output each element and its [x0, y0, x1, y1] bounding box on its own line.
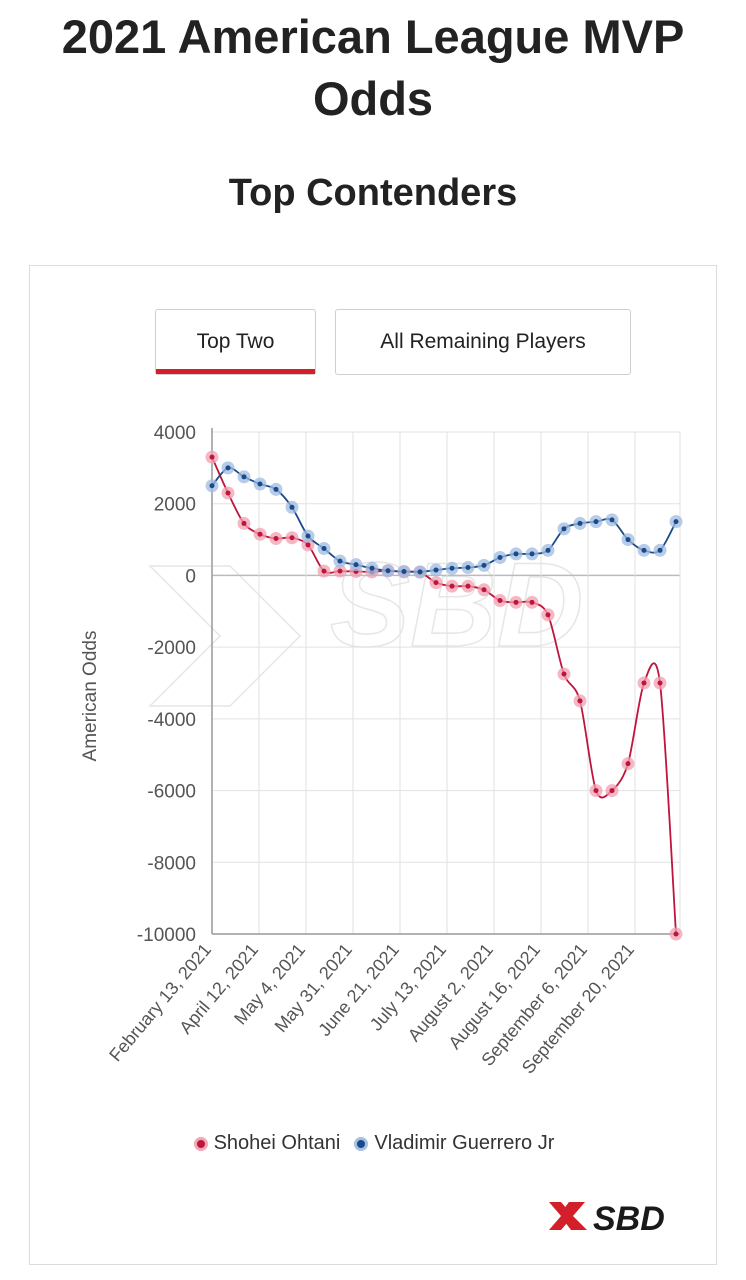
data-point-core-guerrero — [289, 504, 295, 510]
data-point-core-guerrero — [641, 547, 647, 553]
data-point-core-guerrero — [369, 565, 375, 571]
data-point-core-ohtani — [465, 583, 471, 589]
data-point-core-ohtani — [529, 599, 535, 605]
y-tick-label: 2000 — [154, 495, 196, 516]
data-point-core-guerrero — [305, 533, 311, 539]
legend-label-guerrero: Vladimir Guerrero Jr — [374, 1132, 555, 1154]
data-point-core-guerrero — [401, 568, 407, 574]
data-point-core-ohtani — [561, 671, 567, 677]
line-chart: SBD 400020000-2000-4000-6000-8000-10000 … — [80, 423, 683, 1078]
data-point-core-ohtani — [321, 568, 327, 574]
legend-label-ohtani: Shohei Ohtani — [213, 1132, 341, 1154]
data-point-core-ohtani — [305, 542, 311, 548]
data-point-core-guerrero — [353, 562, 359, 568]
chart-legend: Shohei Ohtani Vladimir Guerrero Jr — [30, 1132, 718, 1155]
data-point-core-guerrero — [497, 555, 503, 560]
series-guerrero — [205, 461, 683, 579]
data-point-core-guerrero — [465, 565, 471, 571]
sbd-logo: SBD — [549, 1200, 665, 1238]
watermark-text: SBD — [330, 538, 583, 672]
data-point-core-guerrero — [481, 562, 487, 568]
data-point-core-guerrero — [657, 547, 663, 553]
data-point-core-guerrero — [417, 569, 423, 575]
data-point-core-ohtani — [273, 535, 279, 541]
sbd-logo-text: SBD — [593, 1200, 665, 1238]
page-title: 2021 American League MVP Odds — [61, 10, 685, 125]
x-tick-label: August 2, 2021 — [404, 940, 497, 1046]
data-point-core-ohtani — [577, 698, 583, 704]
data-point-core-guerrero — [225, 465, 231, 471]
data-point-core-guerrero — [609, 517, 615, 523]
data-point-core-ohtani — [241, 520, 247, 526]
data-point-core-ohtani — [513, 599, 519, 605]
data-point-core-guerrero — [577, 520, 583, 526]
legend-marker-guerrero — [354, 1136, 369, 1151]
y-tick-label: -8000 — [147, 853, 196, 874]
chart-card: Top Two All Remaining Players SBD 4000 20… — [29, 265, 717, 1265]
y-tick-labels: 4000 2000 0 -2000 -4000 -6000 -8000 -10000 — [137, 423, 196, 946]
data-point-core-ohtani — [209, 454, 215, 460]
data-point-core-guerrero — [433, 567, 439, 573]
data-point-core-guerrero — [385, 568, 391, 574]
chart-series — [205, 450, 683, 941]
data-point-core-ohtani — [433, 580, 439, 586]
data-point-core-guerrero — [257, 481, 263, 487]
data-point-core-guerrero — [321, 546, 327, 552]
data-point-core-ohtani — [625, 761, 631, 767]
data-point-core-guerrero — [241, 474, 247, 480]
data-point-core-ohtani — [641, 680, 647, 686]
data-point-core-guerrero — [513, 551, 519, 557]
legend-item-ohtani[interactable]: Shohei Ohtani — [193, 1132, 341, 1155]
data-point-core-ohtani — [673, 931, 679, 937]
data-point-core-guerrero — [273, 486, 279, 492]
data-point-core-guerrero — [673, 519, 679, 525]
legend-item-guerrero[interactable]: Vladimir Guerrero Jr — [354, 1132, 554, 1155]
y-axis-label: American Odds — [80, 631, 101, 762]
data-point-core-ohtani — [225, 490, 231, 496]
y-tick-label: -4000 — [147, 710, 196, 731]
data-point-core-ohtani — [289, 535, 295, 541]
tab-all-remaining-players[interactable]: All Remaining Players — [335, 309, 631, 375]
watermark-x-icon — [148, 565, 302, 707]
data-point-core-ohtani — [657, 680, 663, 686]
data-point-core-ohtani — [449, 583, 455, 589]
y-tick-label: -10000 — [137, 925, 196, 946]
data-point-core-ohtani — [257, 531, 263, 537]
data-point-core-guerrero — [337, 558, 343, 564]
data-point-core-ohtani — [609, 788, 615, 794]
chart-grid — [211, 431, 681, 935]
data-point-core-ohtani — [337, 568, 343, 574]
y-tick-label: -6000 — [147, 782, 196, 803]
tab-top-two[interactable]: Top Two — [155, 309, 316, 375]
y-tick-label: 0 — [185, 566, 196, 587]
data-point-core-guerrero — [449, 565, 455, 571]
data-point-core-ohtani — [545, 612, 551, 618]
data-point-core-guerrero — [593, 519, 599, 525]
data-point-core-guerrero — [561, 526, 567, 532]
sbd-watermark: SBD — [148, 537, 584, 707]
data-point-core-ohtani — [593, 788, 599, 794]
data-point-core-ohtani — [481, 587, 487, 593]
data-point-core-guerrero — [529, 551, 535, 557]
chart-subtitle: Top Contenders — [228, 172, 518, 214]
data-point-core-guerrero — [209, 483, 215, 489]
y-tick-label: 4000 — [154, 423, 196, 444]
chart-axes — [211, 428, 680, 935]
sbd-x-logo-icon — [549, 1202, 587, 1230]
data-point-core-ohtani — [497, 598, 503, 604]
data-point-core-guerrero — [545, 547, 551, 553]
data-point-core-guerrero — [625, 537, 631, 543]
y-tick-label: -2000 — [147, 638, 196, 659]
legend-marker-ohtani — [193, 1136, 208, 1151]
